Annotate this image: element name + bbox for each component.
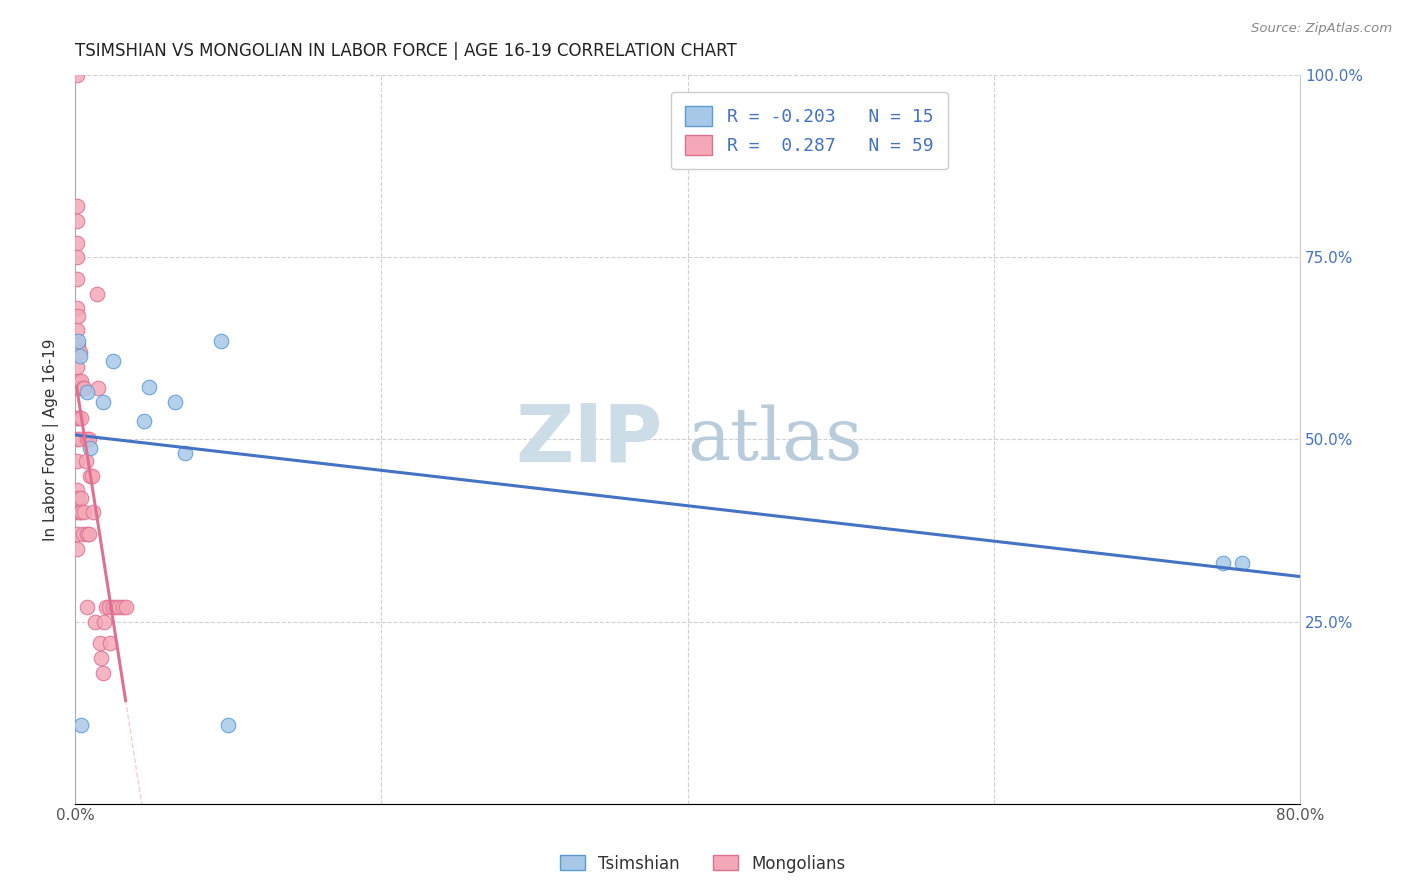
Point [65, 323, 87, 337]
Point [67, 491, 90, 505]
Point [69, 381, 91, 395]
Point [94, 599, 117, 614]
Point [65, 527, 87, 541]
Point [69, 433, 91, 447]
Point [65, 359, 87, 374]
Point [70, 718, 93, 732]
Point [90, 651, 112, 665]
Point [1230, 556, 1253, 570]
Point [65, 214, 87, 228]
Point [65, 272, 87, 286]
Point [91, 394, 114, 409]
Point [70, 491, 93, 505]
Point [73, 505, 96, 519]
Point [70, 410, 93, 425]
Point [72, 527, 94, 541]
Point [67, 410, 90, 425]
Point [65, 381, 87, 395]
Point [89, 636, 111, 650]
Point [67, 334, 90, 348]
Point [77, 527, 100, 541]
Point [67, 374, 90, 388]
Point [82, 505, 104, 519]
Legend: R = -0.203   N = 15, R =  0.287   N = 59: R = -0.203 N = 15, R = 0.287 N = 59 [671, 92, 948, 169]
Point [93, 615, 115, 629]
Point [76, 527, 98, 541]
Text: atlas: atlas [688, 404, 863, 475]
Point [70, 374, 93, 388]
Point [209, 334, 232, 348]
Point [65, 250, 87, 264]
Point [76, 599, 98, 614]
Point [65, 68, 87, 82]
Point [97, 599, 120, 614]
Point [111, 599, 134, 614]
Point [65, 505, 87, 519]
Point [114, 599, 136, 614]
Y-axis label: In Labor Force | Age 16-19: In Labor Force | Age 16-19 [44, 338, 59, 541]
Text: ZIP: ZIP [516, 401, 664, 478]
Point [76, 385, 98, 400]
Point [75, 454, 97, 468]
Point [65, 541, 87, 556]
Point [103, 353, 125, 368]
Point [65, 454, 87, 468]
Point [138, 380, 160, 394]
Point [65, 337, 87, 351]
Point [69, 505, 91, 519]
Point [79, 468, 101, 483]
Point [65, 199, 87, 213]
Text: TSIMSHIAN VS MONGOLIAN IN LABOR FORCE | AGE 16-19 CORRELATION CHART: TSIMSHIAN VS MONGOLIAN IN LABOR FORCE | … [75, 42, 737, 60]
Point [69, 349, 91, 363]
Point [105, 599, 128, 614]
Point [67, 337, 90, 351]
Point [1212, 556, 1234, 570]
Point [67, 309, 90, 323]
Point [65, 235, 87, 250]
Point [91, 665, 114, 680]
Point [163, 394, 186, 409]
Point [84, 615, 107, 629]
Point [80, 468, 103, 483]
Text: Source: ZipAtlas.com: Source: ZipAtlas.com [1251, 22, 1392, 36]
Point [65, 483, 87, 498]
Point [103, 599, 125, 614]
Point [65, 433, 87, 447]
Point [108, 599, 131, 614]
Point [79, 441, 101, 455]
Point [69, 345, 91, 359]
Point [87, 381, 110, 395]
Point [76, 433, 98, 447]
Point [77, 433, 100, 447]
Point [65, 410, 87, 425]
Point [65, 301, 87, 316]
Point [72, 381, 94, 395]
Point [73, 381, 96, 395]
Legend: Tsimshian, Mongolians: Tsimshian, Mongolians [554, 848, 852, 880]
Point [70, 505, 93, 519]
Point [132, 414, 155, 428]
Point [217, 718, 239, 732]
Point [174, 445, 197, 459]
Point [98, 636, 121, 650]
Point [86, 286, 108, 301]
